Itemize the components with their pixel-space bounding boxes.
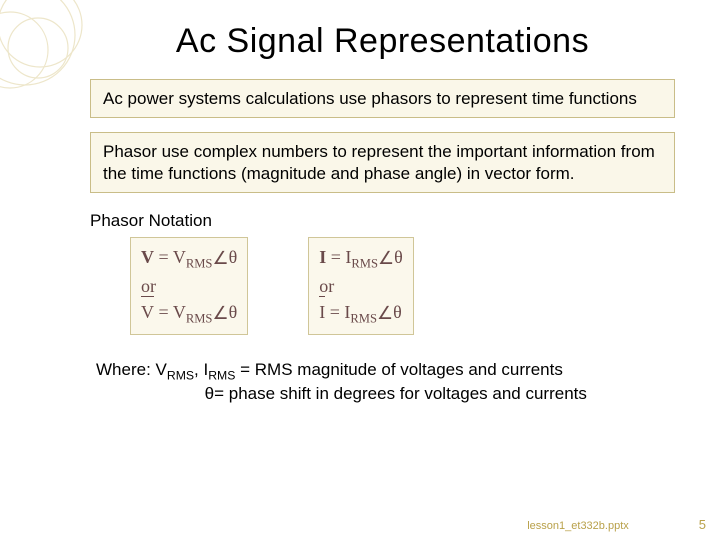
voltage-formula-box: V = VRMS∠θ or V = VRMS∠θ — [130, 237, 248, 335]
i-sub: RMS — [351, 256, 378, 270]
eq: = — [326, 247, 345, 267]
info-box-1: Ac power systems calculations use phasor… — [90, 79, 675, 118]
phasor-notation-label: Phasor Notation — [90, 211, 675, 231]
where-line-2: θ= phase shift in degrees for voltages a… — [96, 383, 675, 406]
where-mid: , I — [194, 360, 208, 379]
angle-icon: ∠ — [377, 300, 393, 326]
theta: θ — [229, 247, 238, 267]
eq: = — [154, 247, 173, 267]
current-or: or — [319, 273, 403, 299]
where-line-1: Where: VRMS, IRMS = RMS magnitude of vol… — [96, 359, 675, 384]
v-rhs2: V — [173, 302, 186, 322]
eq2: = — [325, 302, 344, 322]
theta2: θ — [393, 302, 402, 322]
current-line-1: I = IRMS∠θ — [319, 244, 403, 273]
where-prefix: Where: V — [96, 360, 167, 379]
v-sub2: RMS — [186, 311, 213, 325]
v-over: V — [141, 302, 154, 322]
i-sub2: RMS — [350, 311, 377, 325]
theta: θ — [394, 247, 403, 267]
eq2: = — [154, 302, 173, 322]
footer-page-number: 5 — [699, 517, 706, 532]
current-line-2: I = IRMS∠θ — [319, 299, 403, 328]
where-rest: = RMS magnitude of voltages and currents — [235, 360, 562, 379]
angle-icon: ∠ — [212, 245, 228, 271]
where-sub2: RMS — [208, 368, 235, 382]
voltage-line-2: V = VRMS∠θ — [141, 299, 237, 328]
v-overline: V — [141, 299, 154, 325]
slide: Ac Signal Representations Ac power syste… — [0, 0, 720, 540]
voltage-or: or — [141, 273, 237, 299]
angle-icon: ∠ — [212, 300, 228, 326]
v-rhs: V — [173, 247, 186, 267]
theta2: θ — [229, 302, 238, 322]
i-over: I — [319, 302, 325, 322]
where-sub1: RMS — [167, 368, 194, 382]
where-block: Where: VRMS, IRMS = RMS magnitude of vol… — [96, 359, 675, 407]
formula-row: V = VRMS∠θ or V = VRMS∠θ I = IRMS∠θ or I… — [130, 237, 675, 335]
v-bold: V — [141, 247, 154, 267]
info-box-2: Phasor use complex numbers to represent … — [90, 132, 675, 193]
slide-title: Ac Signal Representations — [90, 22, 675, 61]
footer-filename: lesson1_et332b.pptx — [527, 520, 629, 532]
where-theta-line: θ= phase shift in degrees for voltages a… — [96, 384, 587, 403]
current-formula-box: I = IRMS∠θ or I = IRMS∠θ — [308, 237, 414, 335]
angle-icon: ∠ — [378, 245, 394, 271]
i-overline: I — [319, 299, 325, 325]
v-sub: RMS — [186, 256, 213, 270]
slide-footer: lesson1_et332b.pptx 5 — [527, 517, 706, 532]
voltage-line-1: V = VRMS∠θ — [141, 244, 237, 273]
